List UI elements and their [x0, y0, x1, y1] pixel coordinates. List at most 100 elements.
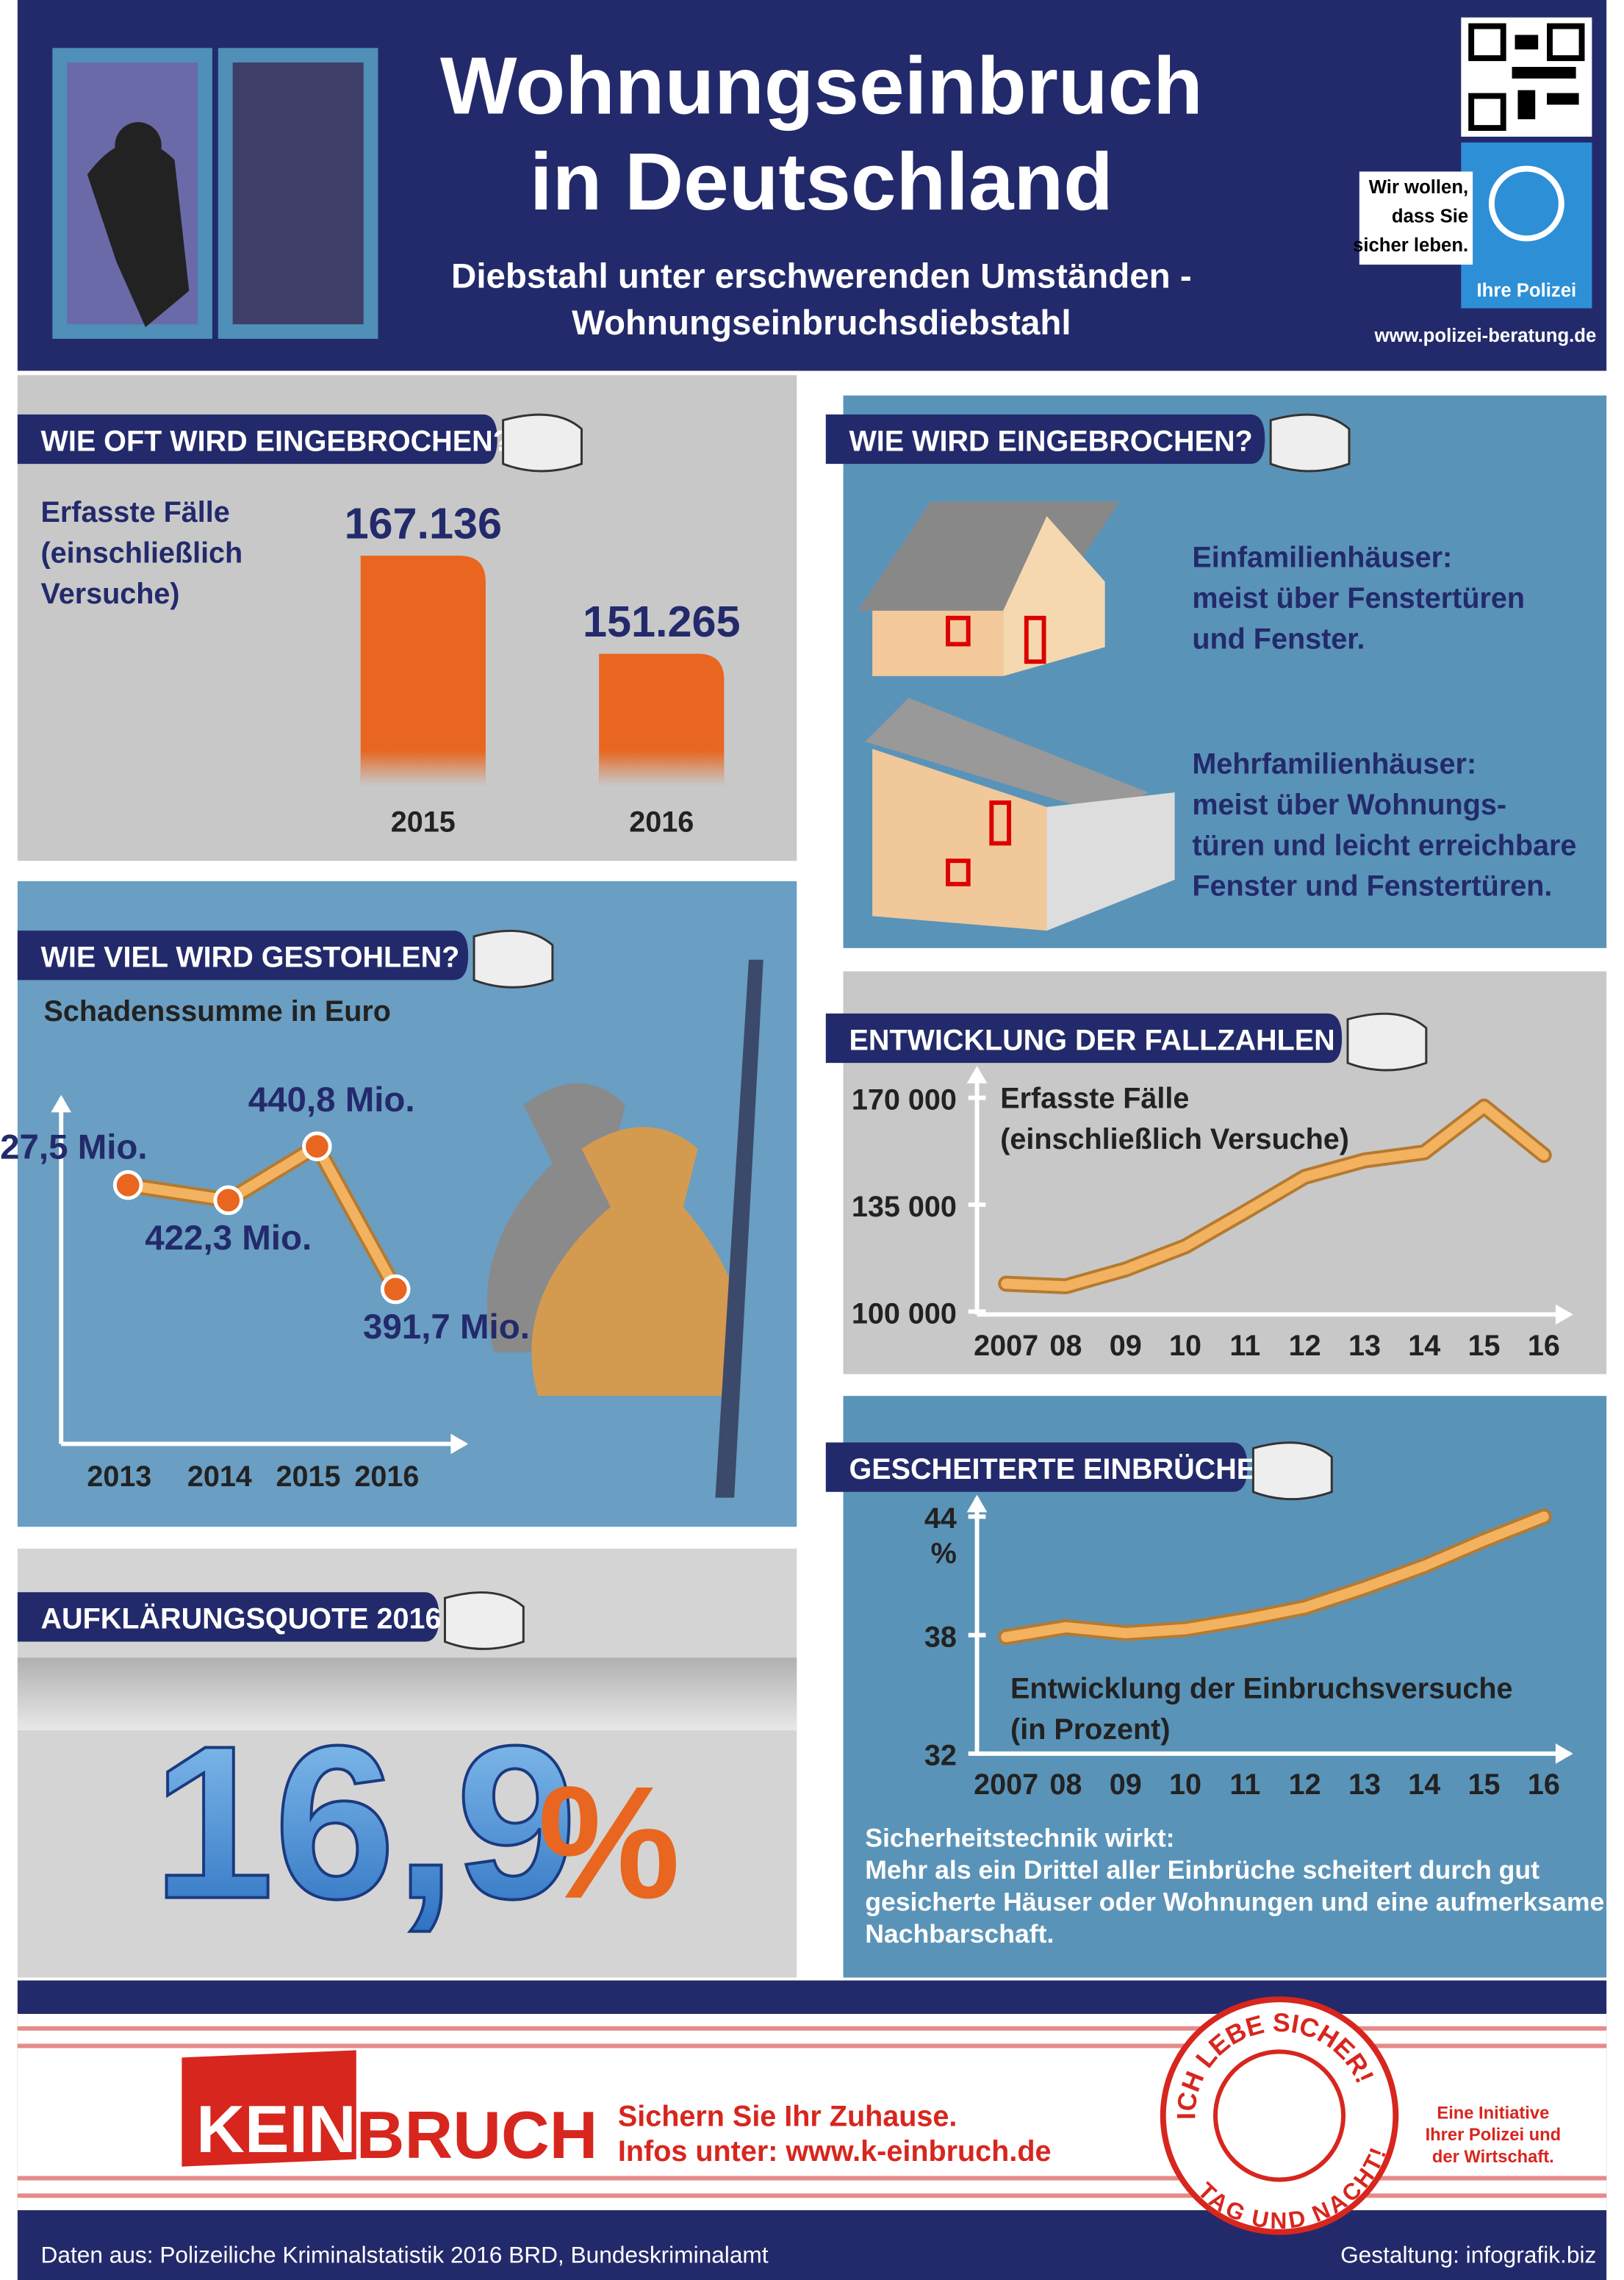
subtitle: Diebstahl unter erschwerenden Umständen … [451, 257, 1192, 296]
slogan: sicher leben. [1353, 235, 1468, 256]
section-banner [825, 1013, 1343, 1064]
x-tick-label: 14 [1408, 1768, 1440, 1801]
method-text: Mehrfamilienhäuser: [1192, 748, 1476, 780]
value-label: 167.136 [345, 498, 502, 548]
x-tick-label: 16 [1528, 1768, 1560, 1801]
section-title: ENTWICKLUNG DER FALLZAHLEN [849, 1024, 1334, 1056]
x-tick-label: 12 [1289, 1330, 1321, 1362]
panel-shade [17, 1657, 797, 1731]
footnote: gesicherte Häuser oder Wohnungen und ein… [865, 1888, 1604, 1917]
x-tick-label: 16 [1528, 1330, 1560, 1362]
data-point [380, 1274, 411, 1305]
section-title: WIE WIRD EINGEBROCHEN? [849, 425, 1252, 457]
annotation: (einschließlich Versuche) [1000, 1123, 1349, 1155]
x-tick-label: 08 [1049, 1768, 1082, 1801]
x-tick-label: 2007 [974, 1768, 1038, 1801]
method-text: meist über Wohnungs- [1192, 789, 1506, 821]
data-point [213, 1185, 243, 1216]
x-tick-label: 08 [1049, 1330, 1082, 1362]
annotation: Erfasste Fälle [41, 496, 230, 528]
x-tick-label: 09 [1110, 1768, 1142, 1801]
axis-arrow [1555, 1743, 1573, 1764]
annotation: (in Prozent) [1010, 1713, 1171, 1746]
credit: Gestaltung: infografik.biz [1340, 2241, 1596, 2268]
annotation: Versuche) [41, 578, 180, 610]
house-illustration [858, 501, 1175, 931]
value-label: 427,5 Mio. [0, 1128, 148, 1167]
value-label: 391,7 Mio. [363, 1308, 530, 1347]
clearance-unit: % [538, 1754, 680, 1932]
annotation: Erfasste Fälle [1000, 1082, 1189, 1114]
slogan: Wir wollen, [1369, 177, 1468, 198]
section-banner [17, 1592, 439, 1642]
section-banner [825, 1442, 1248, 1492]
x-tick-label: 2007 [974, 1330, 1038, 1362]
hand-icon [502, 413, 583, 473]
brand: KEIN [196, 2093, 356, 2167]
police-star [1488, 165, 1564, 242]
x-tick-label: 11 [1229, 1768, 1260, 1801]
method-text: meist über Fenstertüren [1192, 582, 1525, 614]
annotation: Entwicklung der Einbruchsversuche [1010, 1673, 1512, 1705]
hand-icon [1251, 1441, 1333, 1501]
chart-subtitle: Schadenssumme in Euro [43, 995, 391, 1028]
clearance-number: 16,9 [153, 1700, 578, 1944]
panel [843, 1396, 1607, 1978]
initiative: Ihrer Polizei und [1426, 2126, 1562, 2145]
hand-icon [1346, 1012, 1428, 1072]
bar-fade [360, 750, 486, 786]
y-unit: % [931, 1538, 957, 1570]
initiative: der Wirtschaft. [1432, 2148, 1554, 2167]
y-tick-label: 38 [924, 1621, 957, 1653]
x-tick-label: 2015 [276, 1460, 341, 1493]
axis-arrow [966, 1066, 988, 1083]
annotation: (einschließlich [41, 537, 243, 570]
tagline: Sichern Sie Ihr Zuhause. [618, 2100, 957, 2132]
x-tick-label: 11 [1229, 1330, 1260, 1362]
section-title: WIE OFT WIRD EINGEBROCHEN? [41, 425, 511, 457]
initiative: Eine Initiative [1437, 2104, 1549, 2123]
website: www.polizei-beratung.de [1374, 326, 1597, 346]
tagline: Infos unter: www.k-einbruch.de [618, 2135, 1052, 2168]
section-banner [825, 414, 1265, 465]
bar-fade [599, 750, 725, 786]
x-tick-label: 2013 [87, 1460, 151, 1493]
qr-code [1461, 17, 1592, 137]
brand: BRUCH [356, 2098, 598, 2173]
slogan-bg [1359, 171, 1473, 265]
x-tick-label: 2016 [629, 806, 694, 839]
hand-icon [1269, 413, 1351, 473]
x-tick-label: 10 [1169, 1768, 1201, 1801]
y-tick-label: 44 [924, 1502, 957, 1535]
data-line [123, 1141, 401, 1294]
x-tick-label: 15 [1468, 1768, 1501, 1801]
x-tick-label: 14 [1408, 1330, 1440, 1362]
method-text: und Fenster. [1192, 623, 1365, 655]
data-point [302, 1131, 332, 1161]
x-tick-label: 2014 [187, 1460, 252, 1493]
money-bags [486, 959, 764, 1498]
axis-arrow [450, 1433, 469, 1455]
value-label: 422,3 Mio. [145, 1219, 312, 1258]
axis-arrow [1555, 1304, 1573, 1325]
source: Daten aus: Polizeiliche Kriminalstatisti… [41, 2241, 769, 2268]
y-tick-label: 100 000 [852, 1297, 957, 1330]
title: Wohnungseinbruch [440, 40, 1203, 131]
data-point [112, 1170, 143, 1200]
window-illustration [52, 48, 378, 339]
value-label: 151.265 [583, 597, 740, 646]
section-banner [17, 931, 469, 981]
axis-arrow [51, 1094, 72, 1113]
x-tick-label: 15 [1468, 1330, 1501, 1362]
hand-icon [443, 1591, 525, 1650]
title: in Deutschland [530, 137, 1113, 227]
method-text: Einfamilienhäuser: [1192, 542, 1452, 574]
section-title: GESCHEITERTE EINBRÜCHE [849, 1453, 1256, 1485]
section-title: WIE VIEL WIRD GESTOHLEN? [41, 942, 460, 974]
section-banner [17, 414, 497, 465]
x-tick-label: 2015 [391, 806, 456, 839]
section-title: AUFKLÄRUNGSQUOTE 2016 [41, 1603, 442, 1635]
hand-icon [473, 929, 554, 989]
x-tick-label: 13 [1348, 1768, 1381, 1801]
